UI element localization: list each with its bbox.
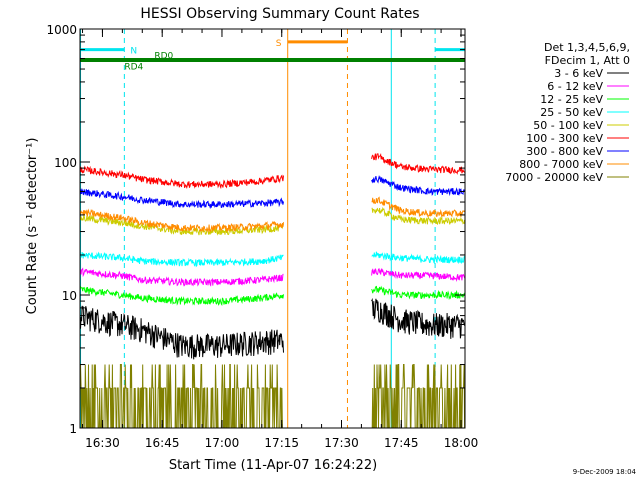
x-tick-label-4: 17:15 [264, 436, 299, 450]
series-line-1 [79, 297, 466, 360]
y-tick-label-1: 1 [69, 422, 77, 436]
flag-label-rd4: RD4 [124, 62, 143, 72]
series-line-8 [79, 196, 466, 234]
legend-label-4: 25 - 50 keV [540, 106, 603, 119]
x-tick-label-3: 17:00 [205, 436, 240, 450]
legend-label-1: 3 - 6 keV [554, 67, 603, 80]
x-axis-label: Start Time (11-Apr-07 16:24:22) [169, 458, 377, 473]
series-line-2 [79, 267, 466, 287]
legend-label-8: 800 - 7000 keV [519, 158, 603, 171]
footer-date: 9-Dec-2009 18:04 [573, 468, 637, 476]
series-line-9 [79, 364, 466, 429]
legend-label-7: 300 - 800 keV [526, 145, 603, 158]
legend-label-3: 12 - 25 keV [540, 93, 603, 106]
x-tick-label-7: 18:00 [444, 436, 479, 450]
flag-label-rd0: RD0 [154, 51, 173, 61]
series-line-3 [79, 285, 466, 306]
y-tick-label-2: 10 [62, 289, 77, 303]
x-tick-label-2: 16:45 [145, 436, 180, 450]
series-line-5 [79, 206, 466, 236]
legend-header-line-2: FDecim 1, Att 0 [545, 54, 630, 67]
x-tick-label-1: 16:30 [85, 436, 120, 450]
legend-label-2: 6 - 12 keV [547, 80, 603, 93]
y-tick-label-4: 1000 [46, 23, 77, 37]
x-tick-label-6: 17:45 [384, 436, 419, 450]
chart-title: HESSI Observing Summary Count Rates [140, 6, 419, 22]
axes: 16:30 16:45 17:00 17:15 17:30 17:45 18:00 1 10 10… [46, 23, 478, 450]
flag-label-n: N [130, 47, 137, 57]
series-line-7 [79, 174, 466, 210]
legend: Det 1,3,4,5,6,9, FDecim 1, Att 0 3 - 6 k… [505, 41, 630, 184]
legend-label-5: 50 - 100 keV [533, 119, 603, 132]
series-line-4 [79, 251, 466, 268]
legend-label-6: 100 - 300 keV [526, 132, 603, 145]
x-tick-label-5: 17:30 [324, 436, 359, 450]
y-axis-label: Count Rate (s⁻¹ detector⁻¹) [25, 138, 40, 315]
legend-label-9: 7000 - 20000 keV [505, 171, 603, 184]
y-tick-label-3: 100 [54, 156, 77, 170]
plot-frame [79, 28, 466, 429]
plot-area: N S RD0 RD4 [79, 28, 466, 429]
flag-label-s: S [276, 39, 282, 49]
series-line-6 [79, 153, 466, 190]
legend-header-line-1: Det 1,3,4,5,6,9, [544, 41, 630, 54]
